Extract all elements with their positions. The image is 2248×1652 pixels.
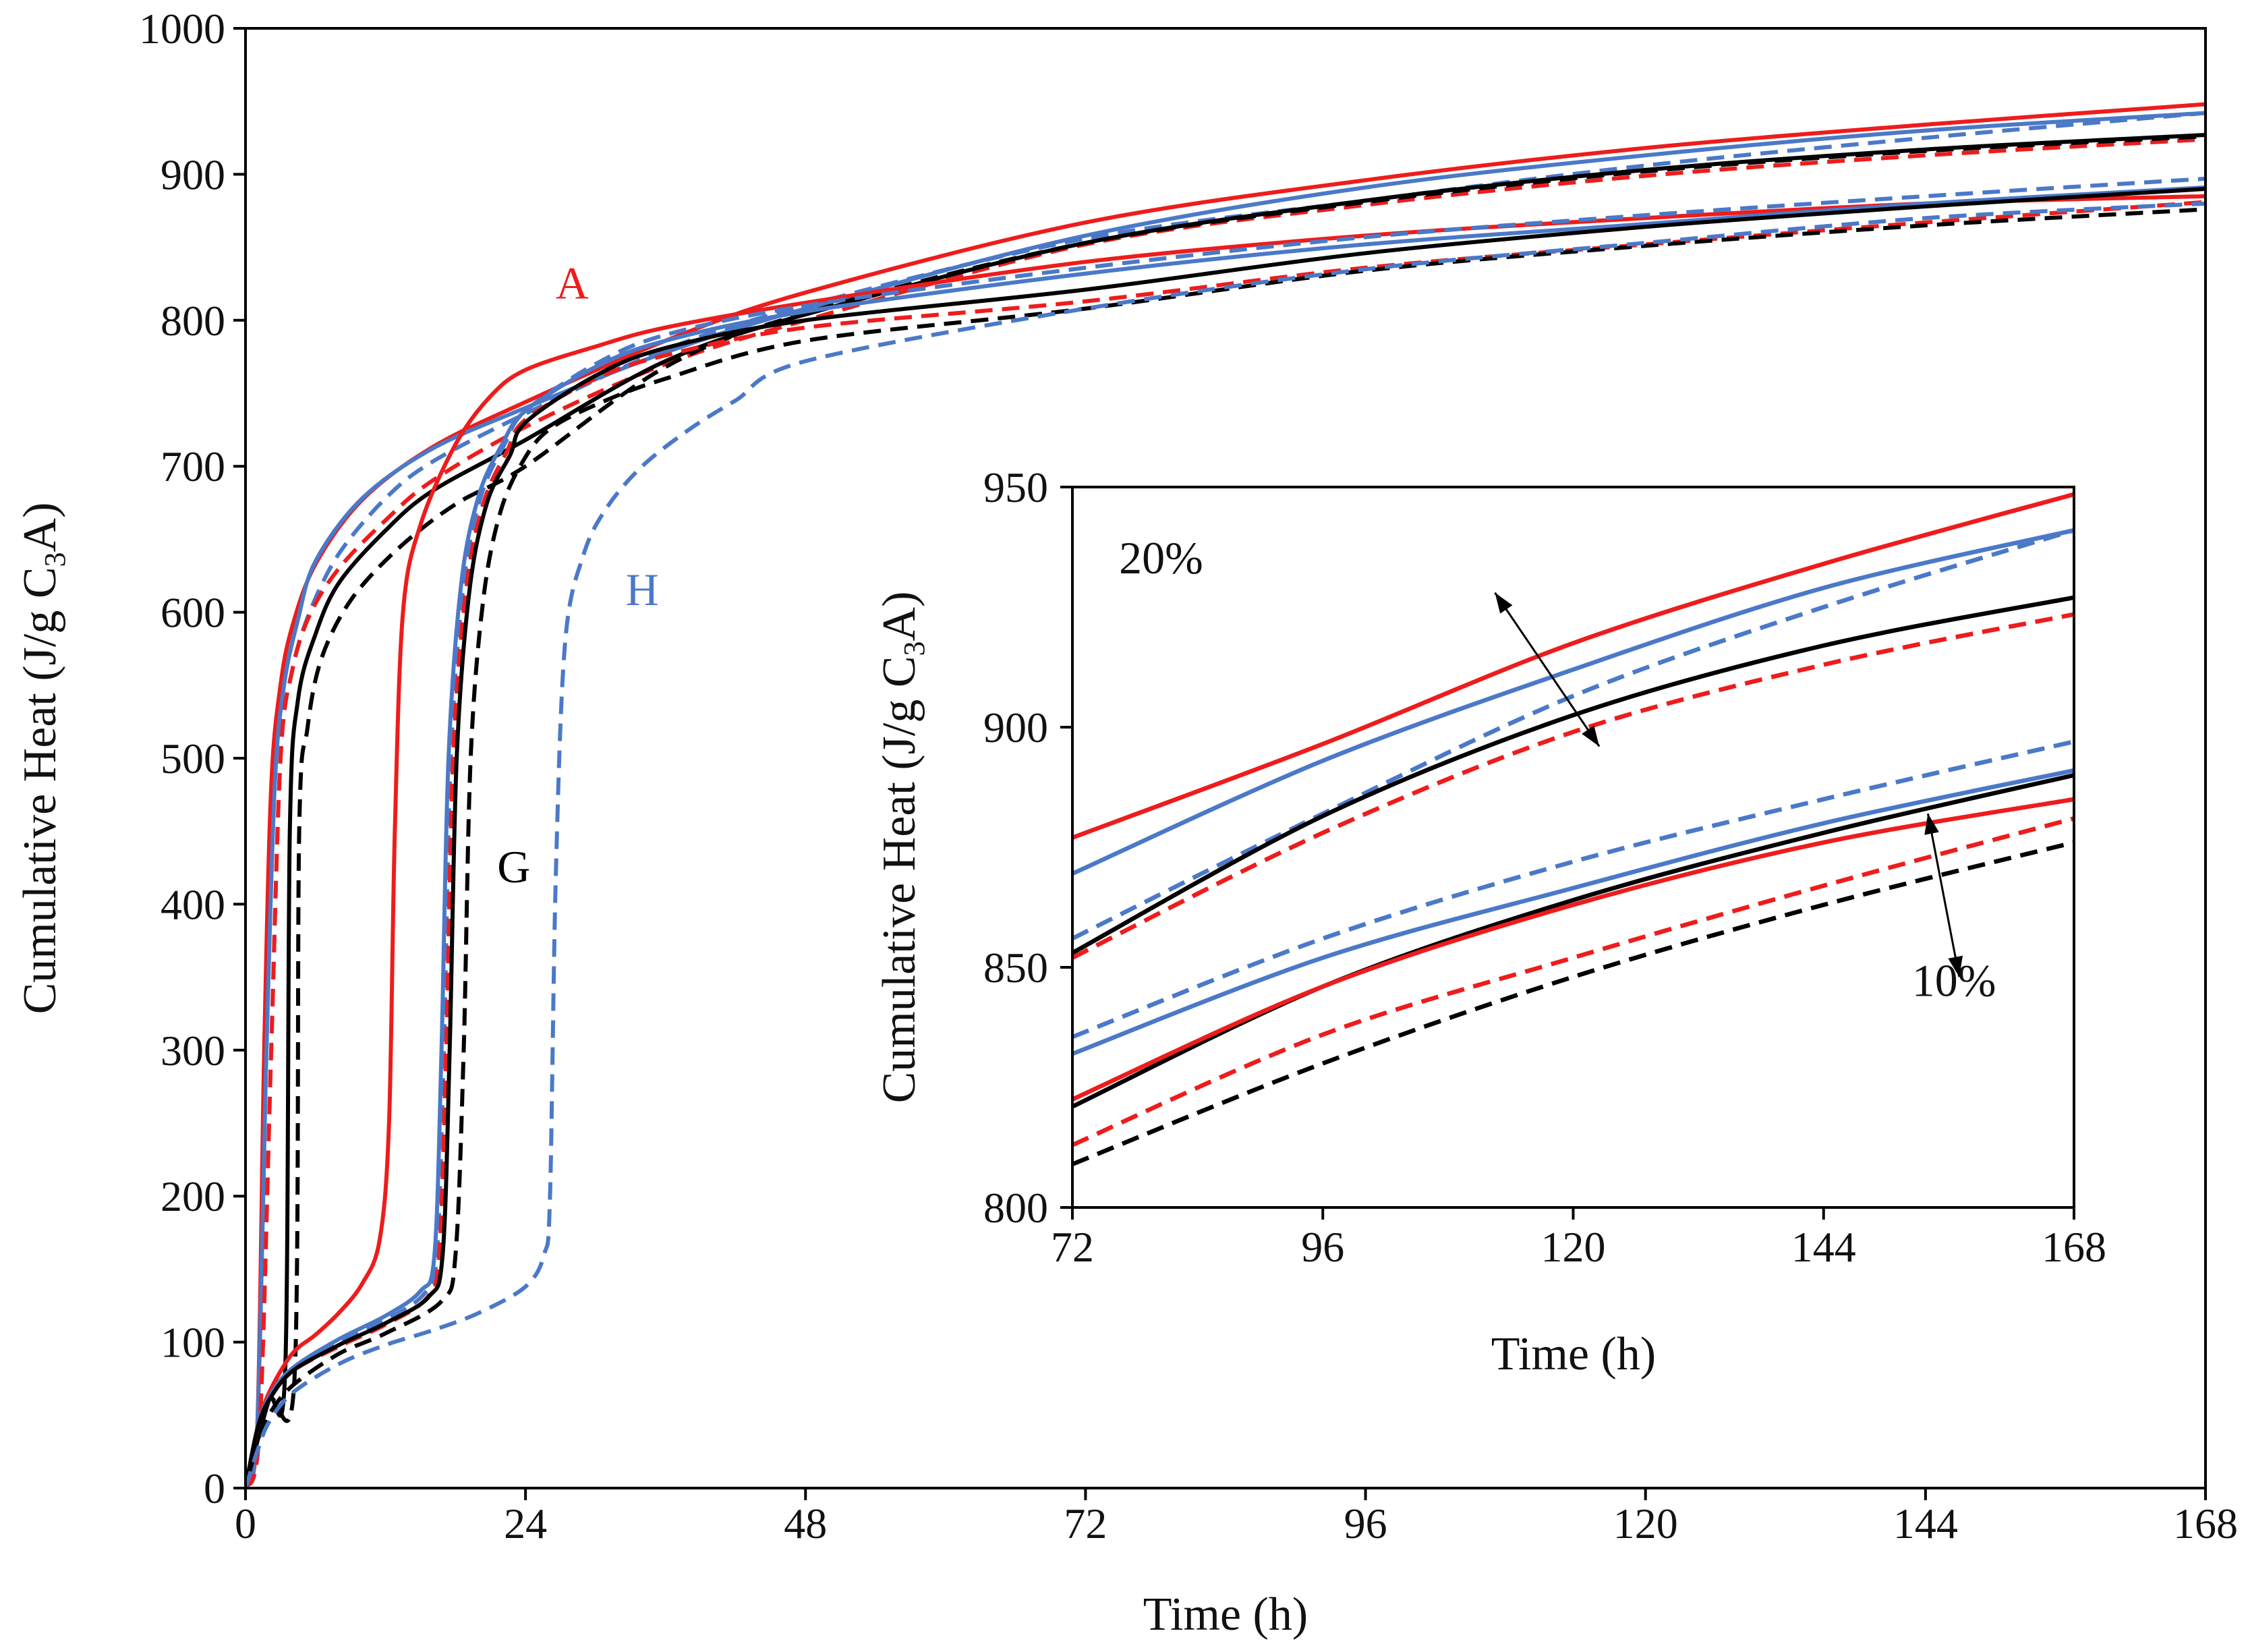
inset-x-tick-label: 72 xyxy=(1051,1223,1094,1271)
inset-arrow-head xyxy=(1948,955,1963,977)
inset-series-blue-dash-20 xyxy=(1072,528,2074,941)
inset-arrow-shaft xyxy=(1926,813,1961,977)
main-x-tick-label: 120 xyxy=(1613,1500,1678,1547)
main-y-tick-label: 200 xyxy=(161,1172,225,1220)
main-series-black-dash-G xyxy=(246,207,2206,1488)
inset-series-blue-dash-10 xyxy=(1072,739,2074,1039)
main-y-axis-title: Cumulative Heat (J/g C3A) xyxy=(14,503,71,1015)
main-series-red-dash-G xyxy=(246,200,2206,1488)
main-series-red-solid-20 xyxy=(246,102,2206,1488)
main-y-tick-label: 900 xyxy=(161,150,225,198)
main-series-blue-dash-G xyxy=(246,176,2206,1488)
inset-series-blue-solid-10 xyxy=(1072,768,2074,1056)
inset-y-tick-label: 800 xyxy=(983,1184,1048,1232)
inset-series-red-dash-20 xyxy=(1072,612,2074,960)
inset-series-red-solid-20 xyxy=(1072,492,2074,840)
main-series-black-dash-20 xyxy=(246,134,2206,1488)
inset-y-tick-label: 900 xyxy=(983,704,1048,751)
main-annotation-label: G xyxy=(497,841,530,892)
inset-y-axis-title: Cumulative Heat (J/g C3A) xyxy=(873,592,931,1104)
main-y-axis-title-main: Cumulative Heat (J/g C xyxy=(14,567,66,1014)
main-y-axis-title-suffix: A) xyxy=(14,503,66,552)
main-x-axis-title: Time (h) xyxy=(1143,1589,1308,1641)
main-x-tick-label: 24 xyxy=(504,1500,547,1547)
main-y-tick-label: 700 xyxy=(161,443,225,490)
main-x-tick-label: 96 xyxy=(1344,1500,1387,1547)
main-x-tick-label: 72 xyxy=(1064,1500,1107,1547)
main-series-group xyxy=(246,102,2206,1488)
inset-annotation-label: 20% xyxy=(1119,532,1203,583)
inset-arrow-head xyxy=(1582,725,1600,747)
inset-series-red-dash-10 xyxy=(1072,816,2074,1147)
main-y-tick-label: 300 xyxy=(161,1027,225,1075)
inset-arrow-shaft xyxy=(1494,592,1601,747)
main-y-ticks: 0 100 200 300 400 500 600 700 800 900 1000 xyxy=(139,5,246,1512)
inset-x-tick-label: 144 xyxy=(1791,1223,1856,1271)
inset-y-axis-title-subscript: 3 xyxy=(898,641,931,656)
inset-background xyxy=(1072,487,2074,1207)
main-series-blue-solid-G xyxy=(246,185,2206,1488)
main-x-tick-label: 48 xyxy=(784,1500,827,1547)
main-series-black-solid-G xyxy=(246,187,2206,1488)
main-annotation-label: H xyxy=(626,564,659,615)
main-x-tick-label: 168 xyxy=(2173,1500,2238,1547)
inset-y-tick-label: 850 xyxy=(983,944,1048,992)
main-y-tick-label: 100 xyxy=(161,1319,225,1367)
main-y-tick-label: 500 xyxy=(161,735,225,782)
inset-series-black-dash-10 xyxy=(1072,840,2074,1166)
main-x-tick-label: 144 xyxy=(1893,1500,1958,1547)
main-y-tick-label: 1000 xyxy=(139,5,225,53)
inset-plot: 72 96 120 144 168 800 850 900 950 20%10% Time (… xyxy=(873,463,2106,1380)
inset-x-tick-label: 96 xyxy=(1301,1223,1344,1271)
inset-arrow-head xyxy=(1924,814,1939,835)
inset-x-ticks: 72 96 120 144 168 xyxy=(1051,1207,2106,1271)
inset-series-black-solid-10 xyxy=(1072,773,2074,1109)
inset-annotations: 20%10% xyxy=(1119,532,1996,1006)
inset-x-tick-label: 120 xyxy=(1541,1223,1606,1271)
main-y-tick-label: 400 xyxy=(161,880,225,928)
main-series-blue-dash-H xyxy=(246,201,2206,1488)
main-x-ticks: 0 24 48 72 96 120 144 168 xyxy=(235,1488,2238,1547)
inset-y-axis-title-main: Cumulative Heat (J/g C xyxy=(873,656,925,1103)
main-y-tick-label: 0 xyxy=(204,1464,225,1512)
main-y-tick-label: 800 xyxy=(161,297,225,345)
inset-series-group xyxy=(1072,492,2074,1166)
main-annotations: A H G xyxy=(497,257,658,892)
main-plot: 0 24 48 72 96 120 144 168 0 100 200 300 400 500 600 70… xyxy=(14,5,2238,1641)
inset-series-black-solid-20 xyxy=(1072,595,2074,955)
inset-x-tick-label: 168 xyxy=(2042,1223,2106,1271)
main-y-axis-title-subscript: 3 xyxy=(38,552,71,567)
inset-arrow-head xyxy=(1495,592,1513,614)
inset-series-blue-solid-20 xyxy=(1072,528,2074,876)
main-x-tick-label: 0 xyxy=(235,1500,256,1547)
main-annotation-label: A xyxy=(556,257,589,308)
inset-y-ticks: 800 850 900 950 xyxy=(983,463,1072,1232)
main-series-red-dash-20 xyxy=(246,137,2206,1488)
main-y-tick-label: 600 xyxy=(161,589,225,637)
inset-y-tick-label: 950 xyxy=(983,463,1048,511)
inset-x-axis-title: Time (h) xyxy=(1491,1328,1656,1380)
inset-series-red-solid-10 xyxy=(1072,797,2074,1102)
inset-y-axis-title-suffix: A) xyxy=(873,592,925,642)
